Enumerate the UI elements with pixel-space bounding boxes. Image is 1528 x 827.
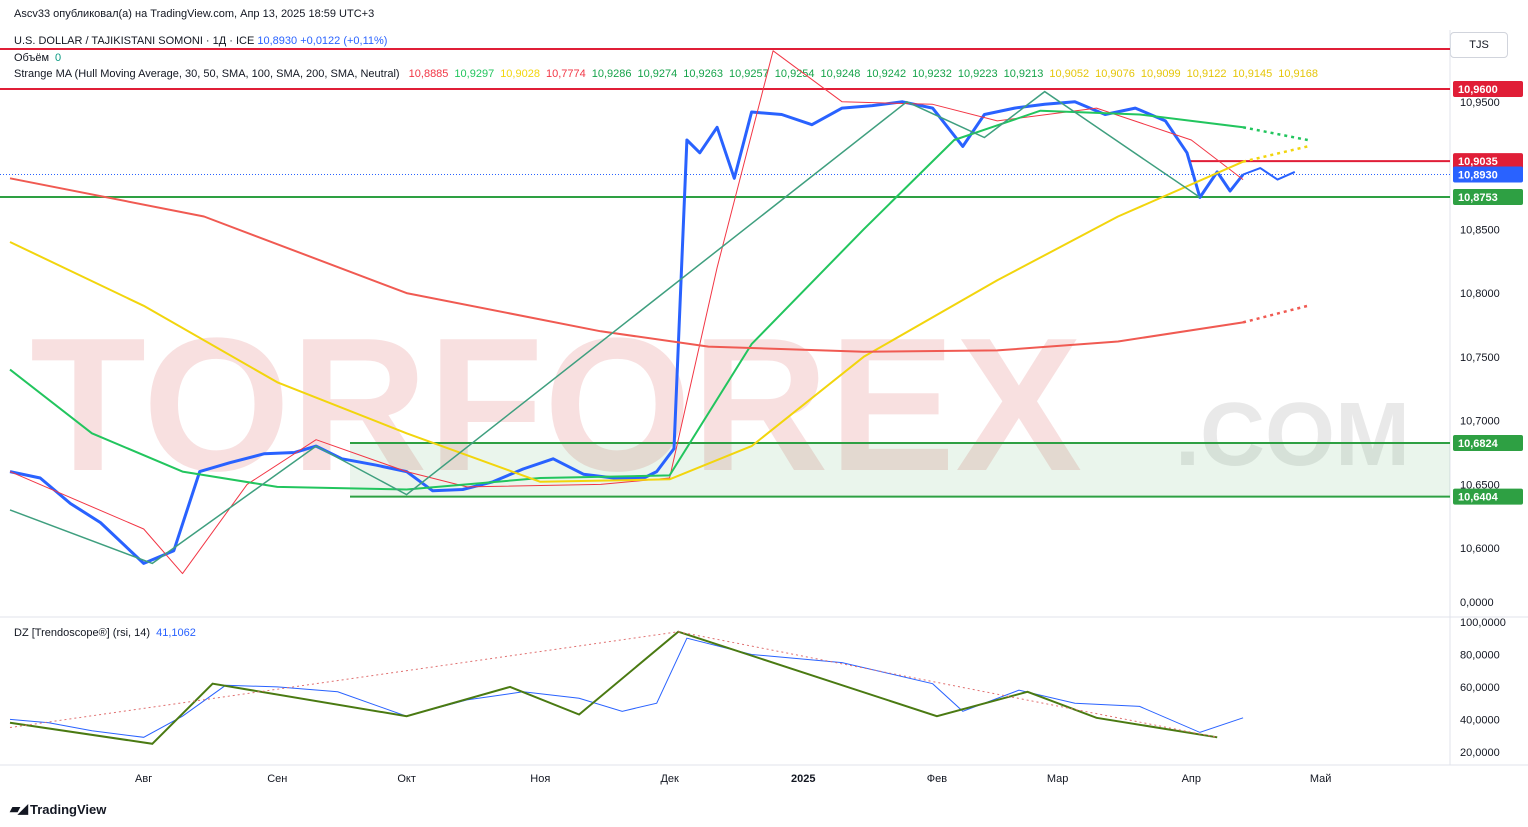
ma-projection [1242,126,1308,142]
level-label-bg [1453,435,1523,452]
ma-projection [1242,145,1309,163]
time-tick: Дек [660,773,679,785]
support-zone [350,443,1450,497]
level-label-bg [1453,488,1523,505]
price-tick: 10,7500 [1460,352,1500,364]
ma-projection [1242,304,1309,324]
publish-info: Ascv33 опубликовал(а) на TradingView.com… [14,8,375,20]
rsi-label: DZ [Trendoscope®] (rsi, 14) [14,627,151,639]
time-tick: Авг [135,773,152,785]
level-label-bg [1453,81,1523,98]
ma-value-8: 10,9254 [774,68,815,80]
level-label: 10,8930 [1458,169,1498,181]
ma-value-6: 10,9263 [683,68,724,80]
rsi-tick: 20,0000 [1460,747,1500,759]
ma-value-7: 10,9257 [729,68,769,80]
level-label: 10,8753 [1458,192,1498,204]
ma-value-9: 10,9248 [820,68,861,80]
ma-value-4: 10,9286 [591,68,632,80]
ma-value-17: 10,9122 [1186,68,1227,80]
ma-value-18: 10,9145 [1232,68,1273,80]
rsi-tick: 60,0000 [1460,682,1500,694]
level-label-bg [1453,153,1523,170]
brand-name: TradingView [30,801,107,817]
series-hma-30 [9,50,1244,575]
price-zigzag [9,90,1201,565]
volume-label: Объём [14,52,50,64]
ma-value-13: 10,9213 [1003,68,1044,80]
price-tick: 10,7000 [1460,416,1500,428]
time-tick: Окт [397,773,416,785]
ma-value-10: 10,9242 [866,68,907,80]
price-tick: 10,9500 [1460,97,1500,109]
ma-value-0: 10,8885 [408,68,449,80]
series-sma-200 [9,177,1244,353]
level-label: 10,9035 [1458,156,1498,168]
price-tick: 10,6000 [1460,543,1500,555]
time-tick: Май [1310,773,1332,785]
last-price: 10,8930 [257,35,298,47]
time-tick: Сен [267,773,287,785]
rsi-tick: 80,0000 [1460,649,1500,661]
price-change: +0,0122 (+0,11%) [300,35,388,47]
price-tick: 10,6500 [1460,479,1500,491]
price-tick: 0,0000 [1460,597,1494,609]
ma-value-19: 10,9168 [1278,68,1318,80]
series-sma-50 [9,109,1244,491]
symbol-line[interactable]: U.S. DOLLAR / TAJIKISTANI SOMONI · 1Д · … [14,35,387,47]
price-chart[interactable]: TORFOREX .COM 10,950010,850010,800010,75… [0,0,1528,800]
ma-value-1: 10,9297 [454,68,495,80]
level-label-bg [1453,166,1523,183]
tradingview-icon: ▰◢ [10,801,28,816]
ma-value-16: 10,9099 [1140,68,1181,80]
time-tick: Ноя [530,773,550,785]
ma-value-5: 10,9274 [637,68,678,80]
tradingview-logo[interactable]: ▰◢ TradingView [10,801,106,817]
rsi-zigzag [9,630,1218,745]
price-tick: 10,8500 [1460,224,1500,236]
level-label-bg [1453,189,1523,206]
time-tick: Апр [1182,773,1201,785]
ma-value-15: 10,9076 [1095,68,1135,80]
level-label: 10,9600 [1458,84,1498,96]
time-tick: Мар [1047,773,1069,785]
series-sma-100 [9,160,1244,483]
ma-value-11: 10,9232 [912,68,952,80]
ma-value-2: 10,9028 [500,68,540,80]
volume-value: 0 [55,52,62,64]
rsi-line [9,637,1244,738]
volume-legend[interactable]: Объём 0 [14,52,61,64]
ma-value-14: 10,9052 [1049,68,1090,80]
watermark-text-right: .COM [1175,385,1410,485]
rsi-value: 41,1062 [156,627,196,639]
time-tick: Фев [927,773,947,785]
ma-legend[interactable]: Strange MA (Hull Moving Average, 30, 50,… [14,68,1318,80]
ma-value-3: 10,7774 [545,68,586,80]
currency-button[interactable]: TJS [1450,32,1508,58]
ma-label: Strange MA (Hull Moving Average, 30, 50,… [14,68,400,80]
rsi-tick: 40,0000 [1460,714,1500,726]
rsi-legend[interactable]: DZ [Trendoscope®] (rsi, 14) 41,1062 [14,627,196,639]
level-label: 10,6824 [1458,438,1499,450]
series-price [9,100,1245,565]
rsi-trendline [678,631,1218,738]
ma-value-12: 10,9223 [957,68,998,80]
time-tick: 2025 [791,773,815,785]
rsi-tick: 100,0000 [1460,617,1506,629]
series-projection [1242,167,1296,181]
level-label: 10,6404 [1458,492,1499,504]
price-tick: 10,8000 [1460,288,1500,300]
symbol-name: U.S. DOLLAR / TAJIKISTANI SOMONI · 1Д · … [14,35,255,47]
